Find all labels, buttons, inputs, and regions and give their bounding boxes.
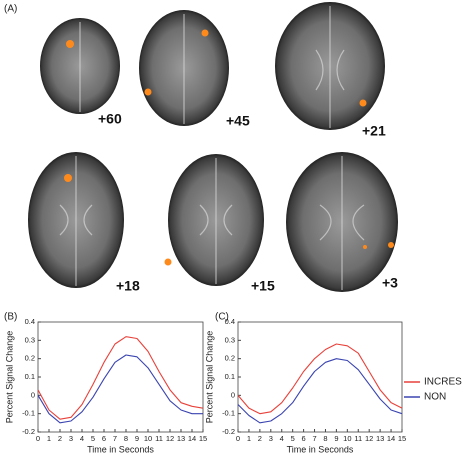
y-tick-label: 0.4 [225,317,235,326]
x-tick-label: 9 [135,434,139,443]
x-tick-label: 0 [36,434,40,443]
y-tick-label: 0.3 [25,335,35,344]
x-tick-label: 10 [144,434,152,443]
x-tick-label: 15 [398,434,406,443]
x-axis-label: Time in Seconds [87,444,154,454]
panel-label: (B) [4,312,17,323]
x-tick-label: 11 [155,434,163,443]
x-tick-label: 9 [334,434,338,443]
y-tick-label: 0.3 [225,335,235,344]
panel-label: (A) [4,4,17,15]
x-tick-label: 12 [166,434,174,443]
x-tick-label: 10 [343,434,351,443]
plot-frame [37,321,204,433]
y-tick-label: -0.2 [222,427,235,436]
slice-label: +18 [116,278,140,294]
x-tick-label: 5 [291,434,295,443]
slice-label: +21 [362,123,386,139]
x-tick-label: 7 [113,434,117,443]
x-tick-label: 1 [47,434,51,443]
y-tick-label: -0.1 [222,409,235,418]
x-tick-label: 11 [354,434,362,443]
y-tick-label: 0.2 [25,354,35,363]
line-series [237,358,403,424]
y-axis-label: Percent Signal Change [4,331,14,424]
slice-label: +45 [226,113,250,129]
x-tick-label: 6 [302,434,306,443]
y-tick-label: 0.4 [25,317,35,326]
legend-label: INCRES [424,377,462,388]
y-tick-label: -0.1 [22,409,35,418]
y-tick-label: 0 [231,390,235,399]
x-tick-label: 2 [258,434,262,443]
x-tick-label: 4 [280,434,284,443]
slice-label: +3 [382,275,398,291]
x-tick-label: 14 [387,434,395,443]
x-tick-label: 14 [188,434,196,443]
x-tick-label: 15 [199,434,207,443]
y-tick-label: 0.1 [25,372,35,381]
slice-label: +15 [251,278,275,294]
x-tick-label: 13 [177,434,185,443]
x-tick-label: 12 [365,434,373,443]
line-series [37,336,204,420]
x-tick-label: 6 [102,434,106,443]
x-tick-label: 1 [247,434,251,443]
y-tick-label: 0.2 [225,354,235,363]
x-axis-label: Time in Seconds [287,444,354,454]
x-tick-label: 4 [80,434,84,443]
line-series [237,343,403,415]
x-tick-label: 8 [124,434,128,443]
line-series [37,354,203,424]
y-tick-label: -0.2 [22,427,35,436]
x-tick-label: 0 [236,434,240,443]
y-tick-label: 0.1 [225,372,235,381]
x-tick-label: 2 [58,434,62,443]
y-tick-label: 0 [31,390,35,399]
x-tick-label: 8 [323,434,327,443]
plot-frame [237,321,403,433]
y-axis-label: Percent Signal Change [204,331,214,424]
x-tick-label: 13 [376,434,384,443]
x-tick-label: 5 [91,434,95,443]
slice-label: +60 [98,111,122,127]
brain-slices [28,2,398,292]
x-tick-label: 3 [69,434,73,443]
panel-label: (C) [215,312,229,323]
x-tick-label: 7 [312,434,316,443]
legend-label: NON [424,392,446,403]
x-tick-label: 3 [269,434,273,443]
